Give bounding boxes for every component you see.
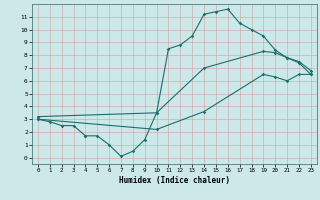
X-axis label: Humidex (Indice chaleur): Humidex (Indice chaleur): [119, 176, 230, 185]
